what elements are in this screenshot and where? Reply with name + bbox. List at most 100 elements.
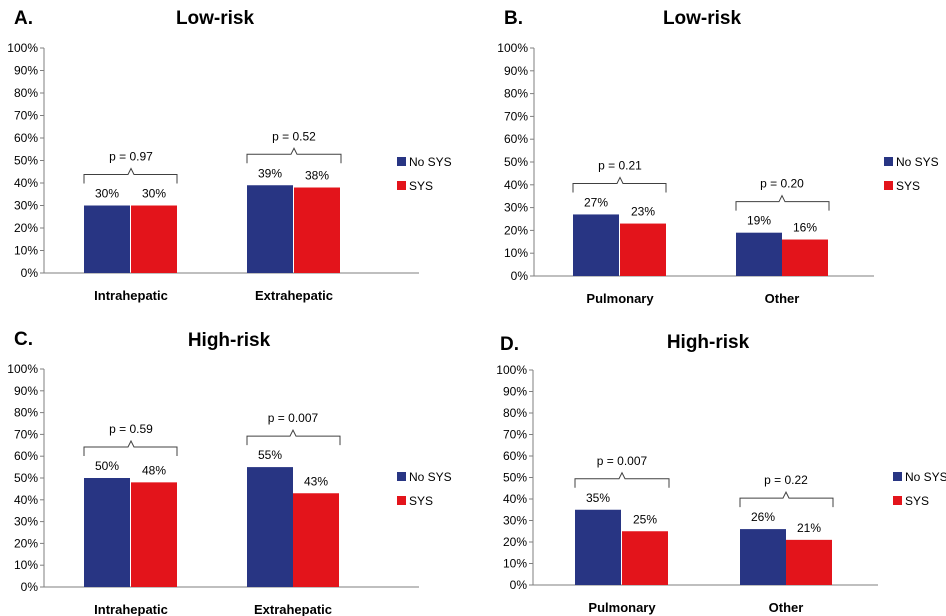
chart-panel: B. Low-risk 0% 10% 20% 30% 40% 50% 60% 70% 80% 90% 1… <box>497 8 938 306</box>
p-value-label: p = 0.20 <box>760 177 804 191</box>
x-category-label: Other <box>769 600 804 615</box>
y-tick-label: 40% <box>14 493 38 507</box>
y-tick-label: 20% <box>14 221 38 235</box>
data-label: 30% <box>95 187 119 201</box>
y-tick-label: 50% <box>14 154 38 168</box>
significance-bracket <box>572 176 667 193</box>
p-value-label: p = 0.21 <box>598 158 642 172</box>
x-category-label: Extrahepatic <box>254 602 332 616</box>
significance-bracket <box>735 194 830 211</box>
significance-bracket <box>83 439 178 456</box>
bar-sys <box>620 223 666 276</box>
y-tick-label: 10% <box>503 557 527 571</box>
legend-swatch <box>397 472 406 481</box>
bar-sys <box>622 531 668 585</box>
chart-title: High-risk <box>667 332 750 353</box>
legend-label: No SYS <box>905 470 946 484</box>
p-value-label: p = 0.007 <box>597 454 648 468</box>
y-tick-label: 100% <box>496 363 527 377</box>
legend-swatch <box>893 496 902 505</box>
x-category-label: Pulmonary <box>588 600 656 615</box>
legend-swatch <box>397 181 406 190</box>
legend-label: No SYS <box>409 470 452 484</box>
y-tick-label: 50% <box>503 471 527 485</box>
p-value-label: p = 0.52 <box>272 129 316 143</box>
data-label: 27% <box>584 195 608 209</box>
y-tick-label: 30% <box>503 514 527 528</box>
bar-sys <box>782 239 828 276</box>
y-tick-label: 80% <box>504 87 528 101</box>
data-label: 38% <box>305 169 329 183</box>
bar-no-sys <box>84 205 130 273</box>
y-tick-label: 20% <box>14 536 38 550</box>
data-label: 35% <box>586 491 610 505</box>
data-label: 16% <box>793 221 817 235</box>
legend-swatch <box>884 181 893 190</box>
y-tick-label: 90% <box>503 385 527 399</box>
legend-label: SYS <box>905 494 929 508</box>
data-label: 21% <box>797 521 821 535</box>
x-category-label: Intrahepatic <box>94 602 168 616</box>
significance-bracket <box>246 428 341 446</box>
significance-bracket <box>83 167 178 184</box>
y-tick-label: 80% <box>14 86 38 100</box>
y-tick-label: 10% <box>504 246 528 260</box>
x-category-label: Pulmonary <box>586 291 654 306</box>
legend-swatch <box>884 157 893 166</box>
chart-title: High-risk <box>188 330 271 351</box>
y-tick-label: 60% <box>14 131 38 145</box>
bar-no-sys <box>84 478 130 587</box>
bar-no-sys <box>573 214 619 276</box>
y-tick-label: 30% <box>14 515 38 529</box>
bar-sys <box>786 539 832 585</box>
legend-label: SYS <box>409 179 433 193</box>
bar-sys <box>294 187 340 273</box>
p-value-label: p = 0.59 <box>109 422 153 436</box>
x-category-label: Other <box>765 291 800 306</box>
chart-title: Low-risk <box>663 8 742 29</box>
x-category-label: Extrahepatic <box>255 288 333 303</box>
chart-panel: D. High-risk 0% 10% 20% 30% 40% 50% 60% 70% 80% 90%… <box>496 332 946 615</box>
panel-letter: B. <box>504 8 523 29</box>
y-tick-label: 60% <box>504 132 528 146</box>
legend-swatch <box>893 472 902 481</box>
legend-swatch <box>397 496 406 505</box>
p-value-label: p = 0.97 <box>109 150 153 164</box>
y-tick-label: 40% <box>504 178 528 192</box>
panel-letter: C. <box>14 329 33 350</box>
y-tick-label: 70% <box>14 109 38 123</box>
y-tick-label: 50% <box>504 155 528 169</box>
y-tick-label: 70% <box>504 109 528 123</box>
y-tick-label: 100% <box>7 41 38 55</box>
bar-no-sys <box>740 529 786 585</box>
y-tick-label: 80% <box>503 406 527 420</box>
y-tick-label: 0% <box>511 269 529 283</box>
y-tick-label: 0% <box>21 580 39 594</box>
x-category-label: Intrahepatic <box>94 288 168 303</box>
p-value-label: p = 0.22 <box>764 473 808 487</box>
bar-no-sys <box>575 509 621 585</box>
significance-bracket <box>739 490 834 508</box>
bar-no-sys <box>247 467 293 587</box>
y-tick-label: 70% <box>14 427 38 441</box>
y-tick-label: 70% <box>503 428 527 442</box>
chart-panel: A. Low-risk 0% 10% 20% 30% 40% 50% 60% 70% 80% 90% 1… <box>7 8 451 303</box>
data-label: 26% <box>751 510 775 524</box>
y-tick-label: 50% <box>14 471 38 485</box>
y-tick-label: 30% <box>504 201 528 215</box>
y-tick-label: 100% <box>497 41 528 55</box>
bar-sys <box>131 205 177 273</box>
panel-letter: D. <box>500 334 519 355</box>
data-label: 43% <box>304 474 328 488</box>
significance-bracket <box>574 471 670 488</box>
y-tick-label: 10% <box>14 244 38 258</box>
panel-letter: A. <box>14 8 33 29</box>
y-tick-label: 0% <box>510 578 528 592</box>
y-tick-label: 90% <box>14 64 38 78</box>
data-label: 55% <box>258 448 282 462</box>
bar-no-sys <box>247 185 293 273</box>
bar-sys <box>131 482 177 587</box>
legend-label: No SYS <box>896 155 939 169</box>
p-value-label: p = 0.007 <box>268 411 319 425</box>
